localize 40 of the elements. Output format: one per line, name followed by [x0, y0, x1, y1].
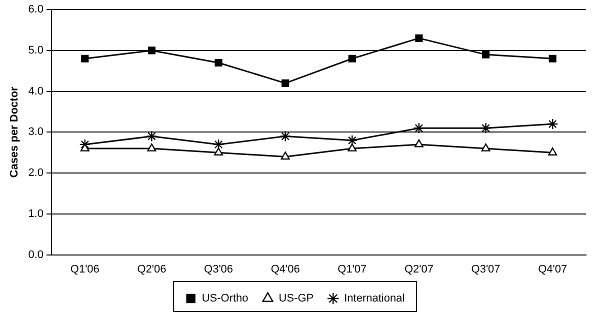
y-tick-label: 1.0: [28, 208, 44, 220]
y-tick-label: 4.0: [28, 85, 44, 98]
point: [148, 46, 156, 54]
point: [548, 148, 558, 156]
point: [348, 143, 357, 152]
point: [81, 54, 89, 62]
x-tick-label: Q4'06: [270, 263, 300, 276]
point: [413, 122, 425, 134]
point: [480, 122, 492, 134]
y-axis-title: Cases per Doctor: [8, 86, 21, 178]
x-tick-label: Q1'06: [70, 263, 100, 276]
point: [482, 50, 490, 58]
point: [214, 58, 222, 67]
y-tick-label: 5.0: [28, 44, 44, 56]
legend-label: US-GP: [278, 292, 314, 305]
point: [280, 130, 291, 142]
y-tick-label: 6.0: [28, 4, 44, 16]
x-tick-label: Q3'06: [204, 263, 234, 276]
point: [214, 148, 224, 156]
x-tick-label: Q1'07: [338, 263, 367, 276]
point: [147, 143, 156, 152]
y-tick-label: 0.0: [28, 248, 44, 261]
point: [414, 139, 424, 148]
point: [548, 54, 556, 62]
x-tick-label: Q2'06: [137, 263, 166, 276]
point: [146, 130, 158, 142]
legend-label: International: [344, 292, 405, 305]
point: [282, 79, 290, 87]
x-tick-label: Q4'07: [538, 263, 568, 276]
point: [348, 54, 356, 62]
point: [280, 152, 290, 160]
y-tick-label: 3.0: [28, 126, 44, 138]
x-tick-label: Q3'07: [471, 263, 500, 276]
point: [346, 134, 358, 146]
point: [415, 34, 423, 42]
x-tick-label: Q2'07: [404, 263, 434, 276]
point: [546, 118, 558, 130]
y-tick-label: 2.0: [28, 167, 44, 180]
legend-label: US-Ortho: [202, 292, 248, 305]
point: [481, 143, 490, 152]
